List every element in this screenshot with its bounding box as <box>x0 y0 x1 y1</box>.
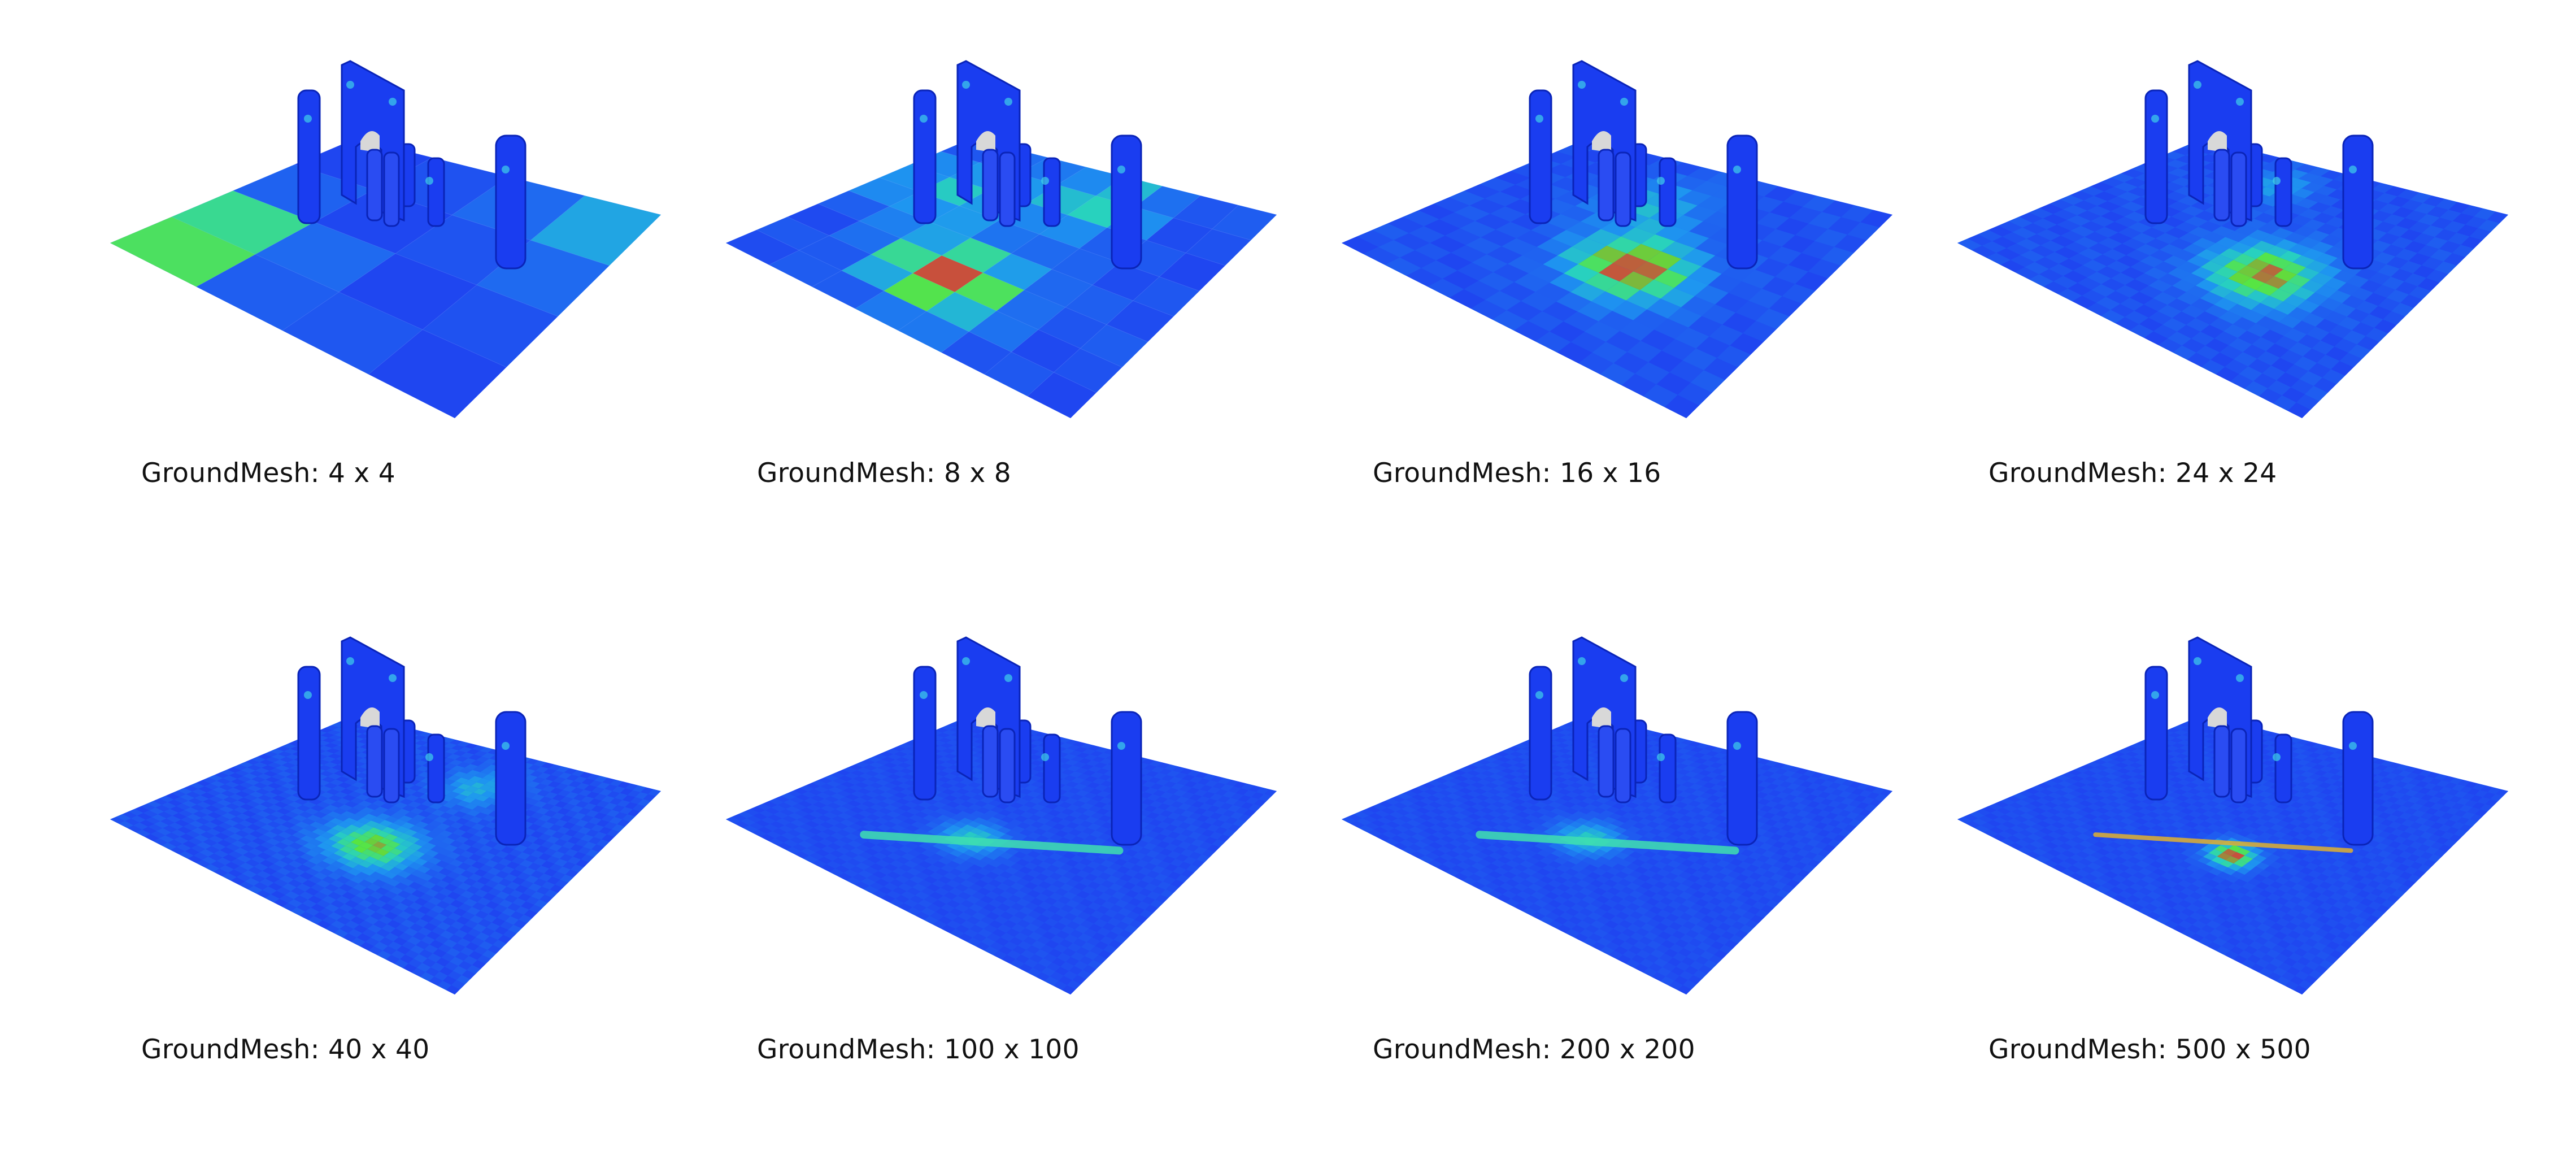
panel-caption: GroundMesh: 4 x 4 <box>141 458 395 489</box>
panel-caption: GroundMesh: 200 x 200 <box>1373 1034 1695 1065</box>
panel-caption: GroundMesh: 8 x 8 <box>757 458 1011 489</box>
panel-caption: GroundMesh: 500 x 500 <box>1988 1034 2311 1065</box>
mesh-panel: GroundMesh: 200 x 200 <box>1316 627 1943 1164</box>
panel-caption: GroundMesh: 16 x 16 <box>1373 458 1661 489</box>
mesh-panel: GroundMesh: 24 x 24 <box>1932 51 2559 588</box>
mesh-panel: GroundMesh: 100 x 100 <box>700 627 1328 1164</box>
mesh-panel: GroundMesh: 8 x 8 <box>700 51 1328 588</box>
mesh-panel: GroundMesh: 500 x 500 <box>1932 627 2559 1164</box>
panel-caption: GroundMesh: 24 x 24 <box>1988 458 2277 489</box>
mesh-panel: GroundMesh: 4 x 4 <box>85 51 712 588</box>
panel-caption: GroundMesh: 40 x 40 <box>141 1034 429 1065</box>
mesh-panel: GroundMesh: 16 x 16 <box>1316 51 1943 588</box>
mesh-panel: GroundMesh: 40 x 40 <box>85 627 712 1164</box>
panel-caption: GroundMesh: 100 x 100 <box>757 1034 1080 1065</box>
